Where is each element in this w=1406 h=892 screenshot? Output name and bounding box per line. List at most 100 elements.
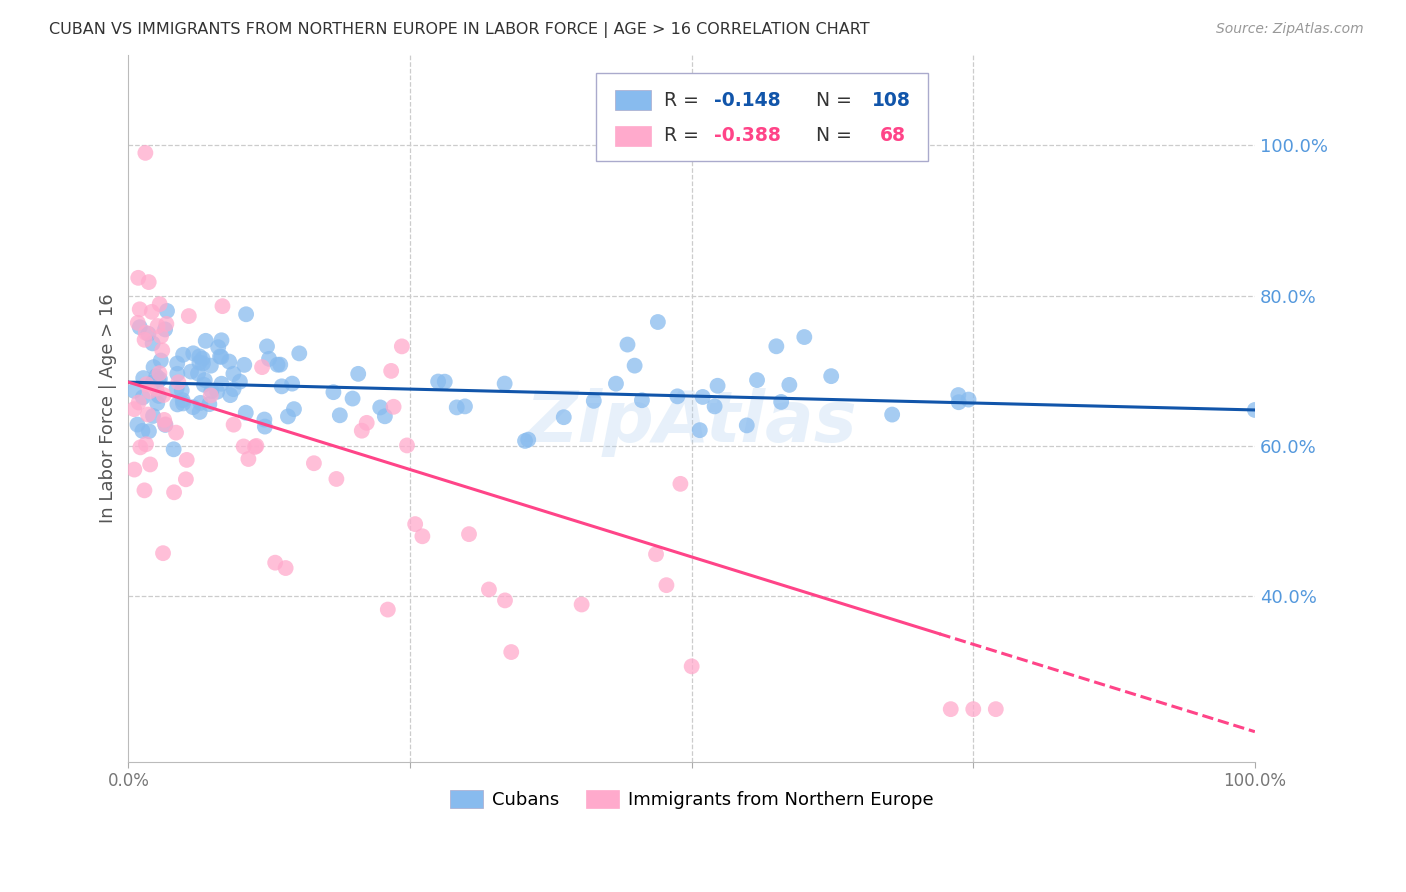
Point	[138, 424, 160, 438]
Point	[190, 396, 212, 410]
Point	[132, 371, 155, 385]
Point	[211, 376, 233, 391]
Point	[148, 374, 170, 388]
Point	[198, 397, 221, 411]
Point	[188, 350, 211, 364]
Point	[122, 384, 145, 398]
Point	[735, 418, 758, 433]
Point	[149, 353, 172, 368]
Point	[655, 578, 678, 592]
Point	[277, 409, 299, 424]
Legend: Cubans, Immigrants from Northern Europe: Cubans, Immigrants from Northern Europe	[443, 782, 941, 816]
Point	[253, 412, 276, 426]
Point	[191, 356, 214, 370]
Point	[669, 476, 692, 491]
Point	[131, 424, 153, 438]
Point	[778, 377, 800, 392]
Point	[350, 424, 373, 438]
Point	[200, 359, 222, 373]
Point	[193, 377, 215, 392]
Text: CUBAN VS IMMIGRANTS FROM NORTHERN EUROPE IN LABOR FORCE | AGE > 16 CORRELATION C: CUBAN VS IMMIGRANTS FROM NORTHERN EUROPE…	[49, 22, 870, 38]
Point	[243, 440, 266, 454]
Point	[139, 458, 162, 472]
Point	[245, 439, 267, 453]
Point	[984, 702, 1007, 716]
Point	[145, 369, 167, 384]
Point	[156, 304, 179, 318]
Point	[145, 381, 167, 395]
Point	[134, 483, 156, 498]
Point	[139, 384, 162, 399]
Point	[122, 402, 145, 417]
Point	[582, 393, 605, 408]
Point	[820, 369, 842, 384]
Point	[163, 485, 186, 500]
Point	[149, 297, 172, 311]
Point	[264, 556, 287, 570]
Point	[166, 397, 188, 411]
Point	[138, 275, 160, 289]
Point	[391, 339, 413, 353]
Point	[207, 340, 229, 354]
Point	[382, 400, 405, 414]
Point	[250, 360, 273, 375]
Point	[270, 379, 292, 393]
Point	[233, 358, 256, 372]
Point	[152, 388, 174, 402]
Point	[765, 339, 787, 353]
Point	[209, 350, 232, 364]
Point	[200, 384, 222, 398]
Point	[395, 438, 418, 452]
Point	[181, 400, 204, 414]
Point	[153, 322, 176, 336]
Point	[155, 417, 177, 432]
Point	[135, 326, 157, 340]
Point	[153, 413, 176, 427]
Point	[882, 408, 904, 422]
Text: ZipAtlas: ZipAtlas	[526, 388, 858, 457]
Point	[127, 270, 149, 285]
Point	[374, 409, 396, 424]
Point	[149, 372, 172, 386]
Point	[194, 373, 217, 387]
Point	[256, 339, 278, 353]
Text: 68: 68	[880, 126, 905, 145]
Point	[962, 702, 984, 716]
Point	[605, 376, 627, 391]
Point	[172, 348, 194, 362]
Point	[517, 433, 540, 447]
Point	[616, 337, 638, 351]
FancyBboxPatch shape	[596, 73, 928, 161]
Point	[623, 359, 645, 373]
Point	[218, 354, 240, 368]
Point	[433, 375, 456, 389]
Point	[380, 364, 402, 378]
Point	[172, 396, 194, 410]
Point	[478, 582, 501, 597]
Point	[211, 299, 233, 313]
Point	[703, 400, 725, 414]
Point	[494, 376, 516, 391]
Point	[172, 393, 194, 408]
Point	[631, 393, 654, 408]
Point	[200, 388, 222, 402]
Point	[957, 392, 980, 407]
Point	[136, 408, 159, 422]
Point	[180, 365, 202, 379]
Point	[222, 417, 245, 432]
Point	[138, 326, 160, 341]
Point	[142, 376, 165, 390]
Point	[211, 333, 233, 347]
Point	[229, 375, 252, 389]
Text: N =: N =	[815, 126, 858, 145]
Point	[152, 546, 174, 560]
Point	[142, 336, 165, 351]
Point	[232, 439, 254, 453]
Point	[501, 645, 523, 659]
Point	[135, 377, 157, 392]
Point	[148, 366, 170, 380]
Point	[356, 416, 378, 430]
Point	[347, 367, 370, 381]
Point	[146, 396, 169, 410]
Point	[706, 378, 728, 392]
